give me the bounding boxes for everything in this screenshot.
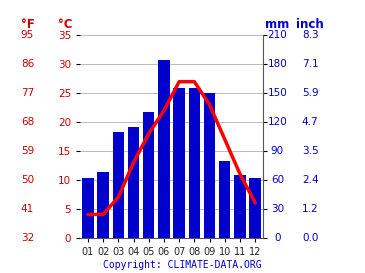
Text: 0.0: 0.0 — [302, 233, 318, 242]
Bar — [189, 88, 200, 238]
Bar — [143, 112, 154, 238]
Text: 180: 180 — [268, 59, 287, 69]
Text: 90: 90 — [271, 146, 284, 156]
Text: °C: °C — [58, 18, 73, 31]
Bar — [219, 161, 230, 238]
Text: 32: 32 — [21, 233, 34, 242]
Text: 86: 86 — [21, 59, 34, 69]
Bar — [234, 175, 246, 238]
Text: Copyright: CLIMATE-DATA.ORG: Copyright: CLIMATE-DATA.ORG — [103, 260, 262, 270]
Bar — [158, 60, 170, 238]
Text: 210: 210 — [268, 31, 287, 40]
Bar — [173, 88, 185, 238]
Text: 0: 0 — [274, 233, 281, 242]
Text: 41: 41 — [21, 204, 34, 214]
Text: 7.1: 7.1 — [302, 59, 319, 69]
Text: 120: 120 — [268, 117, 287, 127]
Text: inch: inch — [296, 18, 324, 31]
Text: 5.9: 5.9 — [302, 88, 319, 98]
Bar — [97, 172, 109, 238]
Text: 30: 30 — [271, 204, 284, 214]
Bar — [113, 132, 124, 238]
Text: 4.7: 4.7 — [302, 117, 319, 127]
Text: °F: °F — [20, 18, 34, 31]
Text: 60: 60 — [271, 175, 284, 185]
Text: 77: 77 — [21, 88, 34, 98]
Text: 50: 50 — [21, 175, 34, 185]
Text: 3.5: 3.5 — [302, 146, 319, 156]
Text: 68: 68 — [21, 117, 34, 127]
Text: 2.4: 2.4 — [302, 175, 319, 185]
Text: 150: 150 — [268, 88, 287, 98]
Text: 59: 59 — [21, 146, 34, 156]
Text: 8.3: 8.3 — [302, 31, 319, 40]
Bar — [82, 178, 93, 238]
Text: mm: mm — [265, 18, 289, 31]
Text: 95: 95 — [21, 31, 34, 40]
Bar — [204, 93, 215, 238]
Bar — [128, 127, 139, 238]
Bar — [250, 178, 261, 238]
Text: 1.2: 1.2 — [302, 204, 319, 214]
